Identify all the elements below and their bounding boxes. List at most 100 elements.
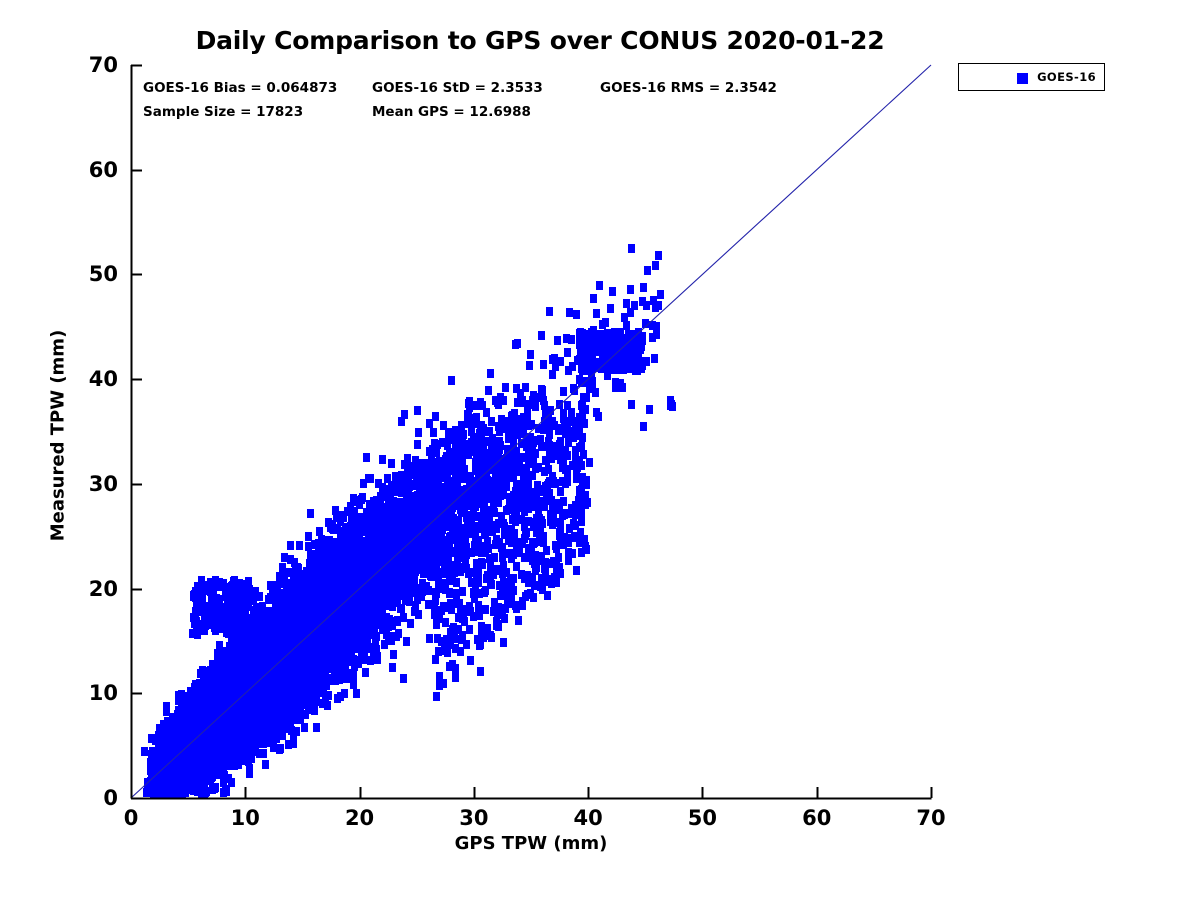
scatter-point <box>373 632 380 641</box>
scatter-point <box>460 544 467 553</box>
scatter-point <box>278 579 285 588</box>
scatter-point <box>549 370 556 379</box>
scatter-point <box>152 736 159 745</box>
scatter-point <box>534 393 541 402</box>
scatter-point <box>556 400 563 409</box>
scatter-point <box>439 511 446 520</box>
scatter-point <box>349 669 356 678</box>
scatter-point <box>256 739 263 748</box>
scatter-point <box>480 448 487 457</box>
scatter-point <box>592 388 599 397</box>
scatter-point <box>338 511 345 520</box>
scatter-point <box>467 472 474 481</box>
scatter-point <box>148 734 155 743</box>
scatter-point <box>400 613 407 622</box>
scatter-point <box>653 322 660 331</box>
scatter-point <box>325 518 332 527</box>
scatter-point <box>285 568 292 577</box>
scatter-point <box>454 540 461 549</box>
scatter-point <box>517 389 524 398</box>
scatter-point <box>414 406 421 415</box>
scatter-point <box>252 747 259 756</box>
scatter-point <box>440 421 447 430</box>
scatter-point <box>568 408 575 417</box>
scatter-point <box>246 769 253 778</box>
scatter-point <box>415 428 422 437</box>
scatter-point <box>287 541 294 550</box>
scatter-point <box>419 579 426 588</box>
scatter-point <box>486 427 493 436</box>
scatter-point <box>623 321 630 330</box>
scatter-point <box>554 336 561 345</box>
scatter-point <box>351 507 358 516</box>
scatter-point <box>260 749 267 758</box>
scatter-point <box>657 290 664 299</box>
scatter-point <box>448 376 455 385</box>
scatter-point <box>216 641 223 650</box>
scatter-point <box>301 723 308 732</box>
scatter-point <box>651 354 658 363</box>
scatter-point <box>566 308 573 317</box>
scatter-point <box>560 409 567 418</box>
scatter-point <box>612 378 619 387</box>
scatter-point <box>581 377 588 386</box>
scatter-point <box>246 764 253 773</box>
scatter-point <box>537 435 544 444</box>
scatter-point <box>643 301 650 310</box>
scatter-point <box>302 710 309 719</box>
scatter-point <box>384 474 391 483</box>
scatter-point <box>513 384 520 393</box>
scatter-point <box>486 457 493 466</box>
scatter-point <box>509 429 516 438</box>
scatter-point <box>505 425 512 434</box>
scatter-point <box>483 437 490 446</box>
scatter-point <box>572 419 579 428</box>
scatter-point <box>563 334 570 343</box>
scatter-point <box>518 439 525 448</box>
scatter-point <box>473 413 480 422</box>
scatter-point <box>564 401 571 410</box>
scatter-point <box>502 417 509 426</box>
scatter-point <box>573 310 580 319</box>
scatter-point <box>628 400 635 409</box>
scatter-point <box>513 447 520 456</box>
scatter-point <box>344 507 351 516</box>
scatter-point <box>252 587 259 596</box>
scatter-point <box>401 410 408 419</box>
scatter-point <box>411 576 418 585</box>
scatter-point <box>270 743 277 752</box>
scatter-point <box>653 330 660 339</box>
scatter-point <box>293 727 300 736</box>
scatter-point <box>541 417 548 426</box>
scatter-point <box>599 320 606 329</box>
scatter-point <box>642 319 649 328</box>
scatter-point <box>204 771 211 780</box>
scatter-point <box>538 442 545 451</box>
scatter-point <box>552 362 559 371</box>
scatter-point <box>530 391 537 400</box>
scatter-point <box>494 484 501 493</box>
scatter-point <box>628 244 635 253</box>
scatter-point <box>287 555 294 564</box>
scatter-point <box>572 425 579 434</box>
scatter-point <box>546 430 553 439</box>
scatter-point <box>491 553 498 562</box>
scatter-point <box>495 422 502 431</box>
page-title: Daily Comparison to GPS over CONUS 2020-… <box>195 26 885 55</box>
scatter-point <box>228 636 235 645</box>
scatter-point <box>527 350 534 359</box>
scatter-point <box>492 469 499 478</box>
scatter-point <box>433 448 440 457</box>
scatter-point <box>627 308 634 317</box>
scatter-point <box>514 430 521 439</box>
scatter-point <box>546 307 553 316</box>
scatter-point <box>407 619 414 628</box>
scatter-point <box>267 581 274 590</box>
scatter-point <box>521 522 528 531</box>
scatter-point <box>571 386 578 395</box>
scatter-point <box>475 523 482 532</box>
scatter-point <box>472 530 479 539</box>
scatter-markers-layer <box>141 244 676 798</box>
